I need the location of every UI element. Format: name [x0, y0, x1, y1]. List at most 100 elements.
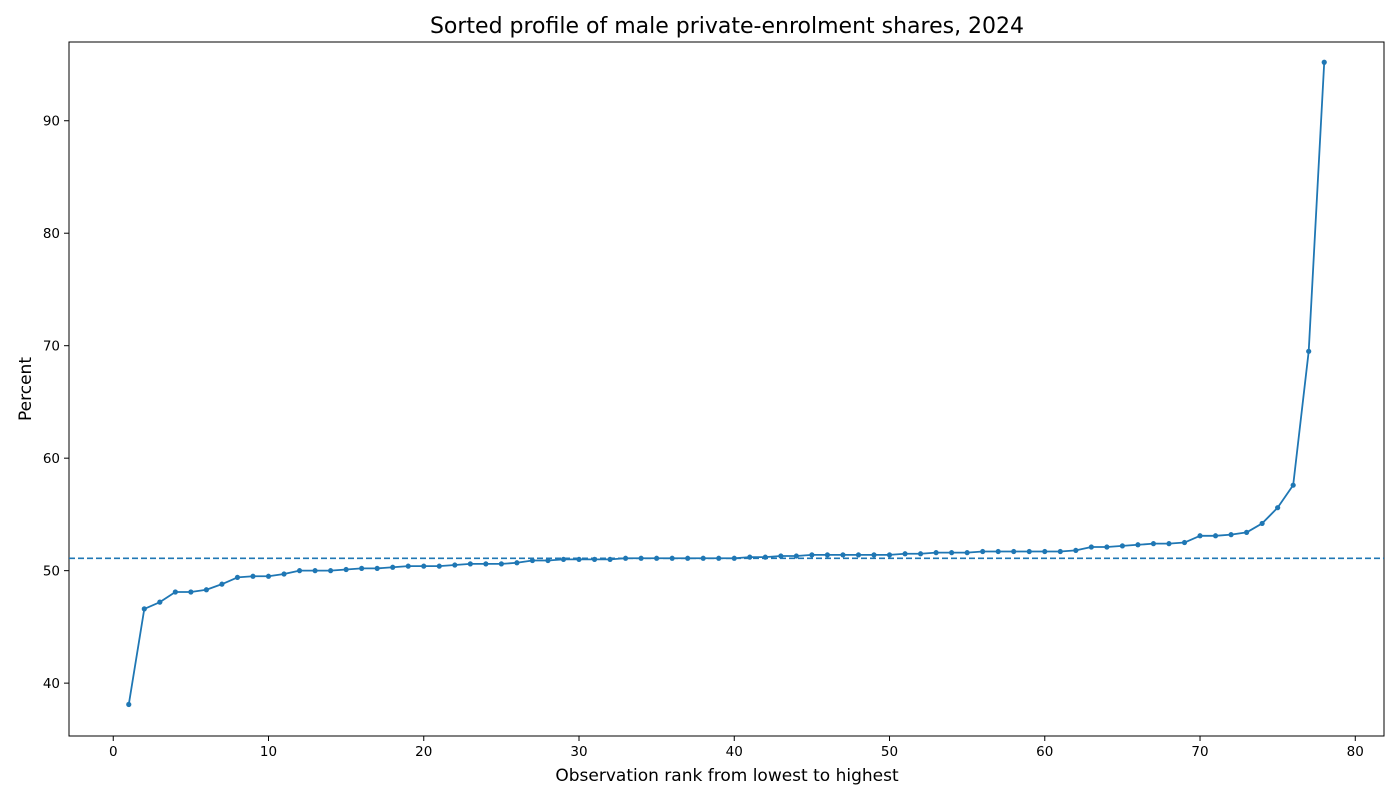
data-point	[328, 568, 334, 574]
data-point	[1275, 505, 1281, 511]
x-tick-label: 50	[881, 744, 898, 760]
data-point	[902, 551, 908, 557]
data-point	[421, 563, 427, 569]
data-point	[917, 551, 924, 557]
x-tick-label: 70	[1191, 744, 1208, 760]
data-point	[1073, 547, 1079, 554]
data-point	[1057, 548, 1063, 555]
data-point	[1088, 544, 1094, 550]
data-point	[219, 581, 225, 587]
data-point	[1026, 548, 1032, 555]
data-point	[638, 555, 644, 561]
chart-title: Sorted profile of male private-enrolment…	[430, 14, 1024, 39]
x-tick-label: 0	[109, 744, 118, 760]
data-point	[390, 564, 396, 570]
data-point	[467, 561, 473, 567]
data-point	[188, 589, 194, 595]
data-point	[514, 560, 520, 566]
x-tick-label: 20	[415, 744, 432, 760]
plot-frame	[68, 41, 1385, 737]
data-point	[1290, 482, 1296, 488]
data-point	[949, 550, 955, 556]
data-point	[1212, 533, 1219, 539]
y-tick-label: 90	[43, 114, 60, 130]
x-axis-ticks: 0 10 20 30 40 50 60 70 80	[109, 736, 1364, 760]
data-point	[452, 562, 458, 568]
data-point	[312, 568, 318, 574]
data-point	[483, 561, 489, 567]
data-point	[1119, 543, 1125, 549]
data-point	[405, 563, 411, 569]
data-point	[529, 557, 536, 564]
data-point	[871, 552, 877, 558]
data-point	[296, 568, 303, 574]
data-point	[793, 553, 799, 559]
data-point	[778, 553, 784, 559]
data-point	[1306, 348, 1312, 354]
x-tick-label: 30	[570, 744, 587, 760]
data-point	[933, 550, 939, 556]
data-point	[545, 557, 551, 564]
data-point	[157, 599, 163, 605]
x-axis-label: Observation rank from lowest to highest	[555, 766, 899, 786]
data-point	[203, 587, 209, 593]
data-point	[824, 552, 831, 558]
data-point	[995, 548, 1001, 555]
data-point	[731, 555, 737, 561]
y-tick-label: 50	[43, 564, 60, 580]
data-point	[964, 550, 970, 556]
data-point	[607, 556, 613, 563]
data-point	[265, 573, 272, 579]
data-point	[359, 565, 365, 572]
y-tick-label: 80	[43, 226, 60, 242]
data-point	[622, 555, 629, 561]
data-point	[747, 554, 753, 560]
data-point	[172, 589, 178, 595]
data-point	[886, 552, 893, 558]
data-point	[809, 552, 815, 558]
data-point	[685, 555, 691, 561]
data-point	[1104, 544, 1110, 550]
data-point	[1259, 520, 1265, 527]
data-point	[498, 561, 504, 567]
data-point	[560, 556, 567, 563]
data-point	[840, 552, 846, 558]
data-point	[700, 555, 706, 561]
data-point	[576, 556, 582, 563]
data-point	[126, 701, 132, 708]
data-point	[1321, 59, 1327, 65]
data-point	[1228, 532, 1234, 538]
data-point	[1244, 529, 1250, 536]
series-line	[127, 62, 1326, 705]
data-point	[1197, 533, 1203, 539]
data-point	[669, 555, 675, 561]
y-axis-ticks: 40 50 60 70 80 90	[43, 114, 69, 692]
data-point	[1042, 548, 1048, 555]
x-tick-label: 80	[1347, 744, 1364, 760]
data-point	[374, 565, 380, 572]
data-point	[716, 555, 722, 561]
data-point	[1166, 541, 1172, 547]
data-point	[250, 573, 256, 579]
y-tick-label: 70	[43, 339, 60, 355]
plot-area	[68, 41, 1385, 737]
data-point	[654, 555, 660, 561]
data-point	[855, 552, 862, 558]
y-tick-label: 40	[43, 676, 60, 692]
data-point	[1181, 539, 1188, 546]
y-axis-label: Percent	[16, 357, 36, 421]
data-point	[980, 548, 986, 555]
data-point	[281, 571, 287, 577]
data-point	[141, 606, 147, 612]
data-point	[762, 554, 768, 560]
x-tick-label: 60	[1036, 744, 1053, 760]
data-point	[591, 556, 598, 563]
y-tick-label: 60	[43, 451, 60, 467]
data-point	[1150, 541, 1157, 547]
series-group	[127, 62, 1326, 705]
data-point	[436, 563, 442, 569]
data-point	[1011, 548, 1017, 555]
data-point	[234, 574, 241, 581]
data-point	[343, 566, 349, 573]
